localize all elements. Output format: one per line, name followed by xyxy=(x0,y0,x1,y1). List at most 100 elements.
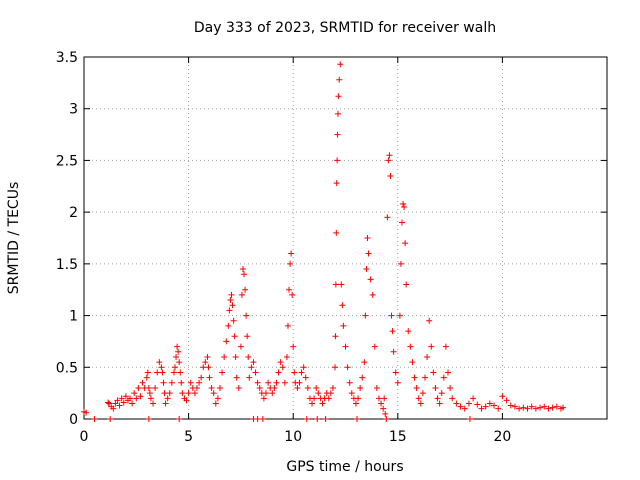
data-point xyxy=(172,364,179,371)
data-point xyxy=(325,395,332,402)
data-point xyxy=(434,395,441,402)
data-point xyxy=(403,281,410,288)
data-point xyxy=(332,333,339,340)
x-tick-label: 20 xyxy=(493,429,511,445)
data-point xyxy=(135,384,142,391)
data-point xyxy=(340,322,347,329)
data-point xyxy=(191,390,198,397)
y-tick-label: 2.5 xyxy=(56,153,78,169)
data-point xyxy=(147,395,154,402)
data-point xyxy=(176,359,183,366)
x-axis-label: GPS time / hours xyxy=(286,459,403,475)
data-point xyxy=(545,405,552,412)
data-point xyxy=(426,317,433,324)
data-point xyxy=(327,390,334,397)
data-point xyxy=(150,400,157,407)
data-point xyxy=(355,395,362,402)
data-point xyxy=(228,291,235,298)
data-point xyxy=(296,379,303,386)
data-point xyxy=(457,403,464,410)
data-point xyxy=(204,353,211,360)
data-point xyxy=(291,369,298,376)
y-tick-label: 0 xyxy=(69,412,78,428)
data-point xyxy=(219,369,226,376)
data-point xyxy=(411,374,418,381)
data-point xyxy=(346,379,353,386)
data-point xyxy=(516,405,523,412)
x-tick-label: 5 xyxy=(184,429,193,445)
data-point xyxy=(239,266,246,273)
axis-ticks: 0 0.5 1 1.5 2 2.5 3 3.5 0 5 10 15 20 xyxy=(56,50,607,445)
data-point xyxy=(286,286,293,293)
data-point xyxy=(407,343,414,350)
data-point xyxy=(336,76,343,83)
data-point xyxy=(259,416,266,422)
data-point xyxy=(390,348,397,355)
data-point xyxy=(177,369,184,376)
y-tick-label: 2 xyxy=(69,205,78,221)
data-point xyxy=(275,369,282,376)
data-point xyxy=(254,416,261,422)
data-point xyxy=(424,353,431,360)
data-point xyxy=(332,364,339,371)
data-point xyxy=(537,404,544,411)
data-point xyxy=(421,374,428,381)
data-point xyxy=(337,61,344,68)
data-point xyxy=(400,200,407,207)
data-point xyxy=(383,416,390,422)
data-point xyxy=(225,322,232,329)
data-point xyxy=(445,369,452,376)
data-point xyxy=(290,343,297,350)
data-point xyxy=(311,395,318,402)
data-point xyxy=(302,374,309,381)
data-point xyxy=(248,364,255,371)
x-tick-label: 15 xyxy=(389,429,407,445)
data-point xyxy=(549,404,556,411)
data-point xyxy=(339,302,346,309)
data-point xyxy=(143,374,150,381)
data-point xyxy=(357,384,364,391)
data-point xyxy=(235,384,242,391)
data-point xyxy=(491,402,498,409)
y-tick-label: 1 xyxy=(69,309,78,325)
data-point xyxy=(495,405,502,412)
data-point xyxy=(354,416,361,422)
data-point xyxy=(242,286,249,293)
data-point xyxy=(386,152,393,159)
data-point xyxy=(146,390,153,397)
data-point xyxy=(553,403,560,410)
data-point xyxy=(229,302,236,309)
data-point xyxy=(139,379,146,386)
data-point xyxy=(381,395,388,402)
data-point xyxy=(116,402,123,409)
data-point xyxy=(91,416,98,422)
data-point xyxy=(216,384,223,391)
data-point xyxy=(273,379,280,386)
data-point xyxy=(226,307,233,314)
data-point xyxy=(154,369,161,376)
data-point xyxy=(161,390,168,397)
data-point xyxy=(246,374,253,381)
data-point xyxy=(152,384,159,391)
data-point xyxy=(528,403,535,410)
data-point xyxy=(378,400,385,407)
data-point xyxy=(131,390,138,397)
data-point xyxy=(120,399,127,406)
data-point xyxy=(449,395,456,402)
data-point xyxy=(348,390,355,397)
data-point xyxy=(541,403,548,410)
data-point xyxy=(156,359,163,366)
chart-title: Day 333 of 2023, SRMTID for receiver wal… xyxy=(194,20,496,36)
data-point xyxy=(205,364,212,371)
data-point xyxy=(524,405,531,412)
data-point xyxy=(127,395,134,402)
data-point xyxy=(365,250,372,257)
data-point xyxy=(164,395,171,402)
data-point xyxy=(283,353,290,360)
data-point xyxy=(532,405,539,412)
data-point xyxy=(214,395,221,402)
data-point xyxy=(309,400,316,407)
data-point xyxy=(453,400,460,407)
data-point xyxy=(223,338,230,345)
data-point xyxy=(380,405,387,412)
